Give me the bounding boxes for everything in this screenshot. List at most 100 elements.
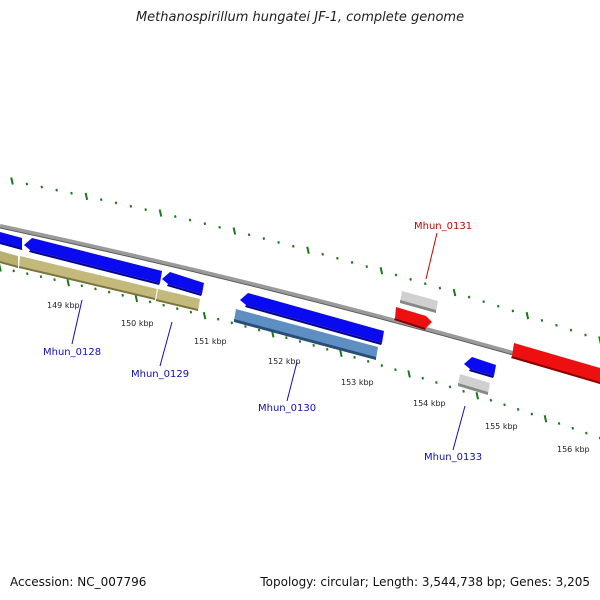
gene-label-mhun-0129[interactable]: Mhun_0129: [131, 369, 189, 380]
outer-ring-tick: [511, 309, 515, 313]
outer-ring-tick: [350, 260, 354, 264]
outer-ring-tick: [292, 244, 295, 248]
gene-red-right-edge[interactable]: [511, 343, 600, 384]
leader-mhun-0131: [425, 232, 438, 280]
gene-mhun-0128-arrow[interactable]: [24, 238, 162, 285]
gene-label-mhun-0131[interactable]: Mhun_0131: [414, 221, 472, 232]
inner-ring-tick: [543, 415, 548, 423]
outer-ring-tick: [394, 273, 398, 277]
inner-ring-tick: [80, 284, 84, 288]
leader-mhun-0129: [159, 321, 173, 367]
inner-ring-tick: [148, 300, 152, 304]
cds-mhun-0129: [156, 289, 200, 311]
inner-ring-tick: [557, 422, 561, 425]
gene-label-mhun-0133[interactable]: Mhun_0133: [424, 452, 482, 463]
inner-ring-tick: [366, 359, 370, 363]
outer-ring-tick: [336, 256, 339, 260]
inner-ring-tick: [134, 294, 139, 303]
pseudogene-mhun-0133: [458, 374, 490, 395]
outer-ring-tick: [497, 304, 500, 308]
inner-ring-tick: [489, 398, 493, 402]
outer-ring-tick: [203, 222, 207, 226]
scale-label-156: 156 kbp: [557, 445, 590, 454]
cds-mhun-0128: [19, 256, 157, 300]
outer-ring-tick: [174, 215, 177, 218]
outer-ring-tick: [55, 188, 58, 192]
outer-ring-tick: [277, 240, 280, 244]
inner-ring-tick: [530, 412, 534, 416]
inner-ring-tick: [326, 347, 329, 351]
gene-mhun-0131-arrow[interactable]: [394, 307, 432, 330]
inner-ring-tick: [244, 325, 247, 328]
inner-ring-tick: [257, 328, 261, 332]
inner-ring-tick: [53, 278, 56, 282]
inner-ring-tick: [121, 293, 124, 297]
gene-label-mhun-0130[interactable]: Mhun_0130: [258, 403, 316, 414]
scale-label-150: 150 kbp: [121, 319, 154, 328]
outer-ring-tick: [114, 201, 118, 205]
gene-blue-left-edge[interactable]: [0, 232, 22, 250]
map-title: Methanospirillum hungatei JF-1, complete…: [135, 10, 465, 25]
outer-ring-tick: [540, 318, 544, 322]
inner-ring-tick: [107, 290, 111, 294]
outer-ring-tick: [365, 265, 368, 268]
inner-ring-tick: [421, 376, 424, 380]
pseudogene-mhun-0131: [400, 291, 438, 313]
outer-ring-tick: [569, 328, 573, 332]
leader-mhun-0130: [286, 361, 298, 402]
inner-ring-tick: [475, 392, 480, 400]
inner-ring-tick: [202, 311, 207, 320]
outer-ring-tick: [247, 233, 251, 237]
genome-summary-text: Topology: circular; Length: 3,544,738 bp…: [260, 575, 590, 589]
inner-ring-tick: [462, 389, 465, 393]
gene-mhun-0129-arrow[interactable]: [162, 272, 204, 296]
inner-ring-tick: [448, 385, 452, 389]
outer-ring-tick: [158, 209, 163, 217]
leader-mhun-0133: [452, 405, 466, 451]
inner-ring-tick: [176, 307, 179, 311]
accession-text: Accession: NC_007796: [10, 575, 147, 589]
scale-label-155: 155 kbp: [485, 422, 518, 431]
inner-ring-tick: [380, 364, 384, 367]
outer-ring-tick: [467, 295, 471, 299]
gene-mhun-0130-arrow[interactable]: [240, 293, 384, 345]
inner-ring-tick: [585, 431, 588, 435]
outer-tick-ring: [10, 177, 600, 344]
outer-ring-tick: [232, 227, 237, 235]
scale-label-149: 149 kbp: [47, 301, 80, 310]
inner-ring-tick: [353, 355, 356, 359]
inner-ring-tick: [230, 321, 234, 325]
outer-ring-tick: [452, 288, 457, 297]
scale-label-154: 154 kbp: [413, 399, 446, 408]
outer-ring-tick: [99, 198, 103, 202]
gene-label-mhun-0128[interactable]: Mhun_0128: [43, 347, 101, 358]
scale-label-153: 153 kbp: [341, 378, 374, 387]
outer-ring-tick: [321, 252, 324, 256]
outer-ring-tick: [584, 333, 587, 337]
inner-ring-tick: [94, 287, 97, 291]
outer-ring-tick: [70, 191, 73, 195]
outer-ring-tick: [525, 311, 530, 320]
inner-ring-tick: [216, 317, 220, 321]
outer-ring-tick: [129, 204, 133, 208]
inner-ring-tick: [12, 269, 15, 273]
inner-ring-tick: [66, 278, 70, 287]
outer-ring-tick: [25, 182, 29, 186]
inner-ring-tick: [407, 370, 411, 378]
inner-ring-tick: [571, 426, 574, 430]
scale-label-151: 151 kbp: [194, 337, 227, 346]
scale-label-152: 152 kbp: [268, 357, 301, 366]
inner-ring-tick: [312, 343, 315, 347]
outer-ring-tick: [144, 208, 147, 212]
outer-ring-tick: [424, 282, 427, 286]
inner-ring-tick: [298, 340, 302, 343]
outer-ring-tick: [409, 277, 412, 281]
inner-ring-tick: [26, 272, 29, 276]
inner-ring-tick: [189, 310, 193, 314]
gene-mhun-0133-arrow[interactable]: [464, 357, 496, 378]
inner-ring-tick: [435, 381, 438, 384]
outer-ring-tick: [379, 267, 384, 275]
cds-left-edge: [0, 251, 18, 268]
outer-ring-tick: [306, 246, 310, 254]
